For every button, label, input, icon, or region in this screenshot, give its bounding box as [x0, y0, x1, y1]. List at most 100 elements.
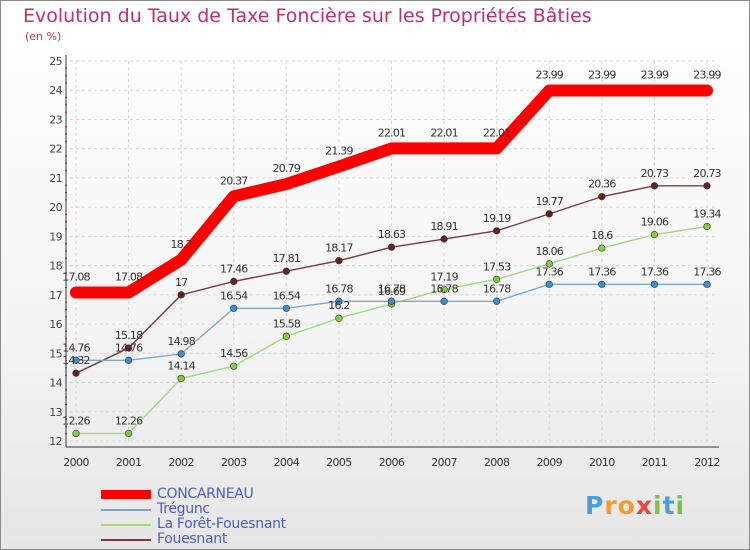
y-tick-label: 14	[49, 377, 62, 390]
x-tick-label: 2000	[63, 456, 89, 469]
data-point	[650, 280, 659, 288]
data-label: 21.39	[325, 145, 353, 158]
data-point	[72, 369, 80, 377]
y-tick-label: 12	[49, 435, 62, 448]
y-tick-label: 18	[49, 260, 62, 273]
data-point	[387, 243, 396, 251]
data-label: 15.58	[273, 317, 301, 330]
series-line-la-for-t-fouesnant	[76, 225, 708, 435]
data-label: 15.18	[115, 329, 143, 342]
data-label: 17.36	[693, 265, 721, 278]
data-point	[703, 280, 711, 288]
data-point	[493, 227, 501, 235]
data-label: 16.78	[378, 282, 406, 295]
data-point	[387, 297, 396, 305]
legend-label: La Forêt-Fouesnant	[157, 516, 286, 532]
data-point	[545, 280, 553, 288]
x-tick-label: 2012	[694, 456, 720, 469]
data-label: 17	[175, 276, 188, 289]
data-label: 17.36	[536, 265, 564, 278]
brand-letter: i	[653, 491, 663, 520]
data-point	[545, 260, 553, 268]
series-line-concarneau	[70, 84, 713, 299]
data-point	[282, 267, 290, 275]
data-label: 18.91	[430, 220, 458, 233]
data-label: 17.36	[588, 265, 616, 278]
legend-swatch	[101, 490, 151, 499]
data-point	[124, 344, 133, 352]
data-label: 22.01	[378, 126, 406, 139]
brand-letter: t	[662, 491, 676, 520]
y-tick-label: 25	[49, 55, 62, 68]
x-tick-label: 2011	[642, 456, 668, 469]
data-label: 19.34	[693, 207, 721, 220]
data-point	[598, 280, 606, 288]
data-label: 19.77	[536, 195, 564, 208]
data-label: 16.54	[220, 289, 248, 302]
data-label: 16.54	[273, 289, 301, 302]
legend-swatch	[101, 509, 151, 511]
chart-title: Evolution du Taux de Taxe Foncière sur l…	[23, 5, 592, 27]
data-label: 17.19	[430, 270, 458, 283]
y-tick-label: 16	[49, 318, 62, 331]
data-label: 14.56	[220, 347, 248, 360]
data-label: 18.63	[378, 228, 406, 241]
x-tick-label: 2009	[536, 456, 562, 469]
data-label: 20.37	[220, 174, 248, 187]
data-label: 14.98	[167, 335, 195, 348]
data-label: 22.01	[483, 126, 511, 139]
data-label: 17.53	[483, 260, 511, 273]
data-point	[230, 277, 238, 286]
brand-letter: x	[635, 491, 653, 520]
data-point	[650, 182, 659, 190]
y-tick-label: 22	[49, 143, 62, 156]
x-tick-label: 2010	[589, 456, 615, 469]
data-point	[650, 231, 659, 239]
data-point	[703, 222, 711, 231]
data-point	[545, 210, 553, 218]
legend-label: Trégunc	[157, 501, 210, 517]
data-label: 16.78	[430, 282, 458, 295]
x-tick-label: 2002	[168, 456, 194, 469]
data-label: 16.69	[378, 285, 406, 298]
y-tick-label: 23	[49, 113, 62, 126]
data-label: 17.08	[115, 271, 143, 284]
data-point	[282, 304, 290, 312]
data-label: 20.73	[641, 167, 669, 180]
y-tick-label: 13	[49, 406, 62, 419]
data-point	[598, 193, 606, 201]
data-label: 18.2	[171, 238, 192, 251]
data-label: 14.32	[62, 354, 90, 367]
y-tick-label: 19	[49, 230, 62, 243]
data-label: 18.06	[536, 245, 564, 258]
data-label: 17.81	[273, 252, 301, 265]
data-label: 19.06	[641, 216, 669, 229]
legend-swatch	[101, 539, 151, 541]
x-tick-label: 2003	[221, 456, 247, 469]
x-tick-label: 2004	[274, 456, 300, 469]
data-label: 20.79	[273, 162, 301, 175]
legend-swatch	[101, 524, 151, 526]
data-label: 23.99	[641, 69, 669, 82]
data-point	[124, 429, 133, 438]
y-tick-label: 20	[49, 201, 62, 214]
data-label: 20.36	[588, 178, 616, 191]
data-point	[124, 356, 133, 364]
data-point	[177, 291, 185, 299]
data-point	[335, 314, 343, 322]
data-label: 23.99	[693, 69, 721, 82]
data-point	[72, 356, 80, 364]
x-tick-label: 2005	[326, 456, 352, 469]
data-label: 16.2	[328, 299, 349, 312]
y-tick-label: 24	[49, 84, 62, 97]
data-label: 14.76	[62, 341, 90, 354]
data-point	[440, 235, 448, 243]
brand-letter: r	[604, 491, 618, 520]
data-label: 14.76	[115, 341, 143, 354]
legend-label: CONCARNEAU	[157, 486, 254, 502]
data-label: 12.26	[115, 414, 143, 427]
brand-letter: i	[675, 491, 686, 520]
data-point	[177, 374, 185, 383]
data-point	[72, 429, 80, 438]
